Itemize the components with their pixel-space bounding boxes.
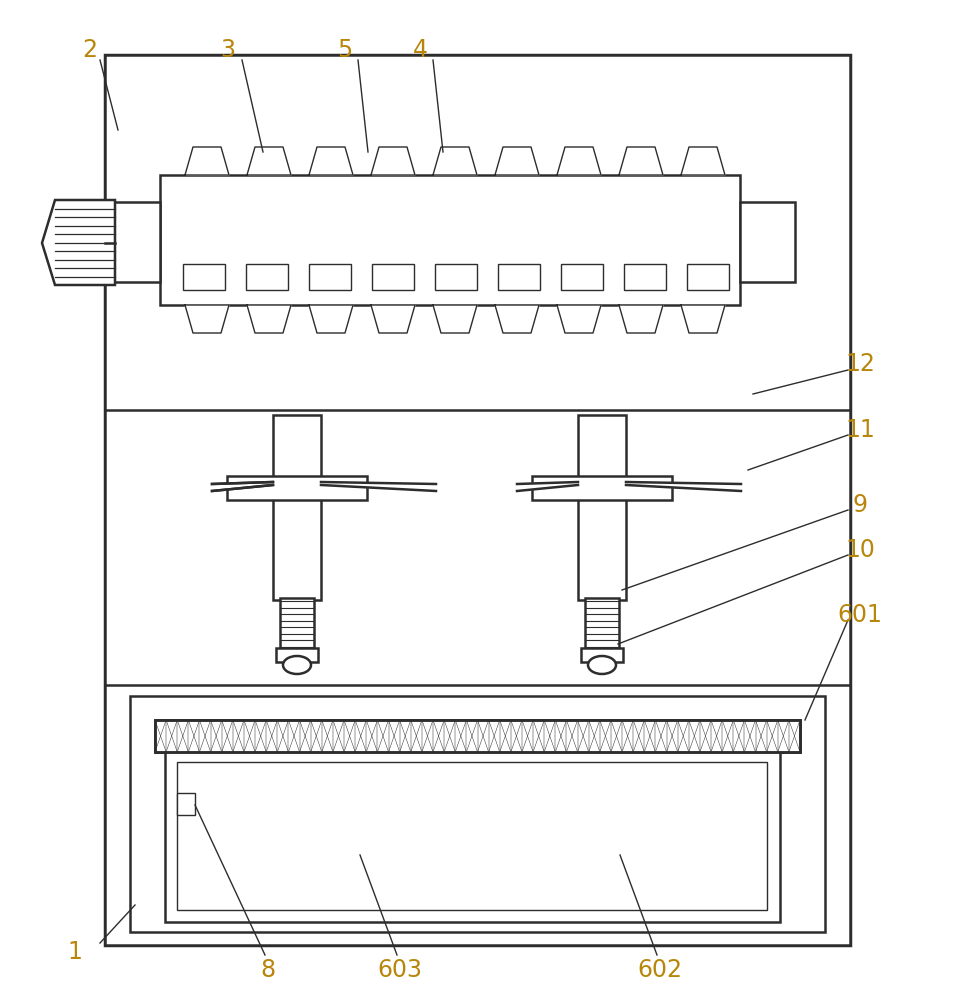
Bar	[155, 720, 800, 752]
Bar	[155, 720, 800, 752]
Polygon shape	[495, 305, 539, 333]
Polygon shape	[517, 482, 578, 491]
Polygon shape	[321, 482, 436, 491]
Bar	[160, 175, 740, 305]
Bar	[105, 55, 850, 945]
Polygon shape	[495, 147, 539, 175]
Polygon shape	[557, 305, 601, 333]
Polygon shape	[371, 147, 415, 175]
Bar	[498, 264, 540, 290]
Polygon shape	[681, 147, 725, 175]
Bar	[532, 476, 672, 500]
Text: 10: 10	[845, 538, 875, 562]
Text: 602: 602	[637, 958, 683, 982]
Text: 5: 5	[337, 38, 352, 62]
Polygon shape	[681, 305, 725, 333]
Bar	[105, 202, 160, 282]
Polygon shape	[185, 147, 229, 175]
Bar	[435, 264, 477, 290]
Text: 601: 601	[837, 603, 882, 627]
Polygon shape	[309, 147, 353, 175]
Bar	[276, 648, 318, 662]
Bar	[309, 264, 351, 290]
Text: 9: 9	[852, 493, 868, 517]
Bar	[273, 415, 321, 600]
Text: 603: 603	[377, 958, 422, 982]
Text: 1: 1	[67, 940, 83, 964]
Bar	[561, 264, 603, 290]
Text: 3: 3	[221, 38, 235, 62]
Text: 8: 8	[260, 958, 276, 982]
Bar	[372, 264, 414, 290]
Polygon shape	[42, 200, 115, 285]
Polygon shape	[212, 482, 273, 491]
Text: 12: 12	[845, 352, 875, 376]
Text: 4: 4	[413, 38, 427, 62]
Bar	[740, 202, 795, 282]
Text: 11: 11	[845, 418, 875, 442]
Polygon shape	[247, 305, 291, 333]
Polygon shape	[433, 147, 477, 175]
Bar	[105, 55, 850, 415]
Bar	[227, 476, 367, 500]
Bar	[165, 750, 780, 922]
Bar	[280, 598, 314, 650]
Polygon shape	[557, 147, 601, 175]
Bar	[246, 264, 288, 290]
Polygon shape	[433, 305, 477, 333]
Ellipse shape	[588, 656, 616, 674]
Polygon shape	[619, 305, 663, 333]
Ellipse shape	[283, 656, 311, 674]
Bar	[578, 415, 626, 600]
Polygon shape	[309, 305, 353, 333]
Text: 2: 2	[83, 38, 98, 62]
Bar	[624, 264, 666, 290]
Bar	[687, 264, 729, 290]
Bar	[155, 720, 800, 752]
Polygon shape	[626, 482, 741, 491]
Bar	[130, 696, 825, 932]
Bar	[105, 685, 850, 945]
Polygon shape	[371, 305, 415, 333]
Bar	[183, 264, 225, 290]
Bar	[177, 793, 195, 815]
Bar	[105, 410, 850, 690]
Bar	[585, 598, 619, 650]
Bar	[177, 762, 767, 910]
Bar	[581, 648, 623, 662]
Polygon shape	[247, 147, 291, 175]
Polygon shape	[185, 305, 229, 333]
Polygon shape	[619, 147, 663, 175]
